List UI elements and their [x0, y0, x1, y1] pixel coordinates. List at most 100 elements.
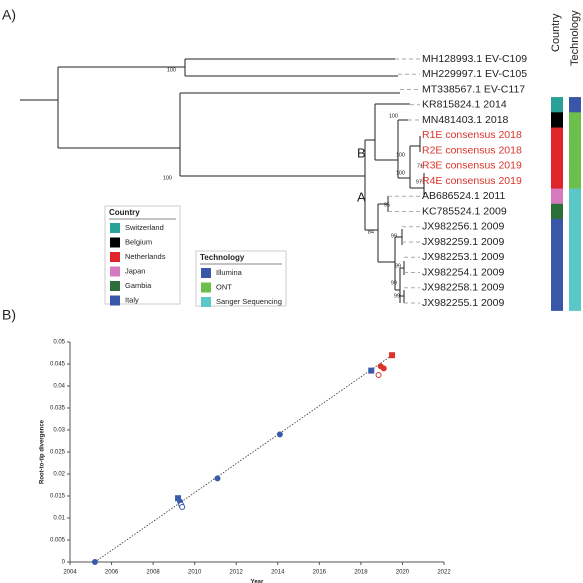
y-tick-label: 0 [62, 560, 66, 566]
tip-label: R2E consensus 2018 [422, 144, 522, 156]
bootstrap-value: 100 [389, 113, 398, 119]
trendline [94, 354, 393, 563]
legend-swatch [110, 266, 120, 277]
tip-label: JX982259.1 2009 [422, 236, 504, 248]
legend-label: Belgium [125, 237, 152, 246]
clade-label: B [357, 145, 366, 160]
x-tick-label: 2018 [354, 570, 368, 576]
technology-bar [569, 219, 581, 235]
country-bar [551, 142, 563, 159]
bootstrap-value: 99 [391, 233, 397, 239]
technology-bar [569, 112, 581, 128]
technology-bar [569, 295, 581, 311]
tip-label: JX982258.1 2009 [422, 282, 504, 294]
legend-swatch [110, 281, 120, 291]
bootstrap-value: 100 [167, 67, 176, 73]
tip-label: MH229997.1 EV-C105 [422, 68, 527, 80]
column-header: Country [550, 13, 562, 52]
legend-title: Technology [200, 253, 245, 262]
legend-label: Netherlands [125, 252, 166, 261]
legend-swatch [201, 268, 211, 278]
panel-label: A) [2, 7, 16, 23]
country-bar [551, 219, 563, 235]
country-bar [551, 188, 563, 205]
x-tick-label: 2020 [396, 570, 410, 576]
country-bar [551, 234, 563, 250]
legend-label: Italy [125, 295, 139, 304]
point [179, 504, 186, 510]
tip-label: JX982256.1 2009 [422, 221, 504, 233]
tip-label: KR815824.1 2014 [422, 99, 507, 111]
legend-label: Illumina [216, 268, 243, 277]
technology-bar [569, 173, 581, 189]
country-bar [551, 264, 563, 281]
point [91, 559, 98, 565]
technology-bar [569, 97, 581, 113]
y-tick-label: 0.05 [53, 340, 65, 346]
tip-label: R4E consensus 2019 [422, 175, 522, 187]
bootstrap-value: 97 [416, 179, 422, 185]
country-bar [551, 295, 563, 311]
country-bar [551, 97, 563, 113]
tip-label: MH128993.1 EV-C109 [422, 53, 527, 65]
country-bar [551, 173, 563, 189]
y-tick-label: 0.01 [53, 516, 65, 522]
bootstrap-value: 95 [384, 202, 390, 208]
panel-label: B) [2, 307, 16, 323]
bootstrap-value: 99 [395, 263, 401, 269]
legend-swatch [110, 237, 120, 248]
technology-bar [569, 127, 581, 144]
technology-bar [569, 188, 581, 205]
technology-bar [569, 142, 581, 159]
country-bar [551, 280, 563, 296]
tree-branches [20, 58, 425, 303]
legend-swatch [201, 282, 211, 293]
legend-swatch [201, 297, 211, 307]
point [368, 367, 375, 374]
point [375, 372, 382, 378]
technology-bar [569, 280, 581, 296]
y-tick-label: 0.03 [53, 428, 65, 434]
legend-swatch [110, 223, 120, 233]
technology-bar [569, 203, 581, 220]
tip-label: JX982253.1 2009 [422, 251, 504, 263]
legend-label: Gambia [125, 281, 152, 290]
tip-label: MT338567.1 EV-C117 [422, 83, 525, 95]
point [389, 352, 396, 359]
legend-swatch [110, 252, 120, 262]
legend-title: Country [109, 208, 140, 217]
legend-box [195, 250, 287, 307]
x-tick-label: 2012 [230, 570, 244, 576]
y-axis-label: Root-to-tip divergence [40, 419, 46, 484]
bootstrap-value: 100 [396, 152, 405, 158]
x-tick-label: 2022 [437, 570, 451, 576]
legend-label: Japan [125, 266, 145, 275]
bootstrap-value: 99 [394, 293, 400, 299]
bootstrap-value: 100 [163, 175, 172, 181]
tip-label: AB686524.1 2011 [422, 190, 505, 202]
bootstrap-value: 84 [368, 229, 374, 235]
y-tick-label: 0.035 [50, 406, 66, 412]
technology-bar [569, 158, 581, 174]
tip-label: KC785524.1 2009 [422, 205, 507, 217]
point [380, 365, 387, 372]
tip-label: JX982255.1 2009 [422, 297, 504, 309]
bootstrap-value: 100 [396, 170, 405, 176]
legend-swatch [110, 295, 120, 306]
legend-label: Sanger Sequencing [216, 297, 282, 306]
legend-label: Switzerland [125, 223, 164, 232]
y-tick-label: 0.045 [50, 362, 66, 368]
x-tick-label: 2014 [271, 570, 285, 576]
y-tick-label: 0.04 [53, 384, 65, 390]
point [276, 431, 283, 438]
tip-label: R3E consensus 2019 [422, 160, 522, 172]
x-tick-label: 2010 [188, 570, 202, 576]
tip-label: MN481403.1 2018 [422, 114, 509, 126]
country-bar [551, 112, 563, 128]
technology-bar [569, 249, 581, 266]
x-tick-label: 2006 [105, 570, 119, 576]
y-tick-label: 0.015 [50, 494, 66, 500]
x-axis-label: Year [251, 580, 264, 583]
country-bar [551, 203, 563, 220]
